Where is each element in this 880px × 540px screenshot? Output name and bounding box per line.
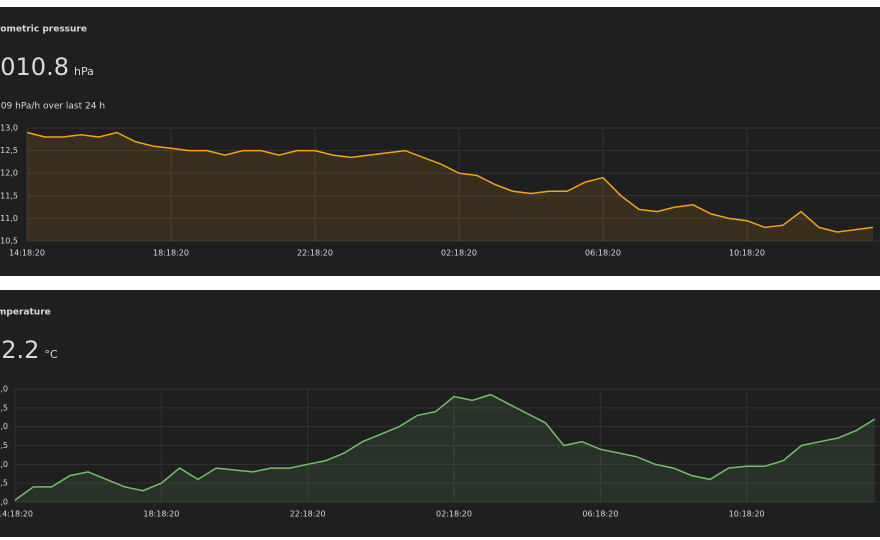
unit: hPa — [74, 65, 94, 78]
x-tick-label: 06:18:20 — [582, 510, 618, 519]
x-tick-label: 02:18:20 — [441, 249, 477, 258]
y-tick-label: 1013,0 — [0, 124, 18, 133]
y-tick-label: 1012,5 — [0, 146, 18, 155]
line — [14, 393, 876, 501]
x-tick-label: 14:18:20 — [9, 249, 45, 258]
area — [15, 394, 875, 502]
y-tick-label: 20,5 — [0, 479, 8, 488]
line — [26, 131, 874, 233]
current-value: 1010.8 — [0, 53, 69, 81]
x-tick-label: 22:18:20 — [290, 510, 326, 519]
x-tick-label: 06:18:20 — [585, 249, 621, 258]
current-value: 22.2 — [0, 336, 39, 364]
y-tick-label: 22,5 — [0, 403, 8, 412]
y-tick-label: 23,0 — [0, 385, 8, 394]
y-tick-label: 20,0 — [0, 498, 8, 507]
panel-title: Temperature — [0, 308, 51, 318]
x-tick-label: 18:18:20 — [143, 510, 179, 519]
y-tick-label: 1011,5 — [0, 191, 18, 200]
subtitle: -0.09 hPa/h over last 24 h — [0, 102, 105, 112]
y-tick-label: 1012,0 — [0, 169, 18, 178]
x-tick-label: 22:18:20 — [297, 249, 333, 258]
panel — [0, 290, 880, 537]
x-tick-label: 18:18:20 — [153, 249, 189, 258]
area — [27, 132, 873, 241]
x-tick-label: 10:18:20 — [729, 510, 765, 519]
y-tick-label: 21,5 — [0, 441, 8, 450]
panel — [0, 7, 880, 276]
y-tick-label: 1010,5 — [0, 237, 18, 246]
panel-title: Barometric pressure — [0, 25, 87, 35]
x-tick-label: 10:18:20 — [729, 249, 765, 258]
unit: °C — [44, 348, 58, 361]
x-tick-label: 14:18:20 — [0, 510, 33, 519]
y-tick-label: 1011,0 — [0, 214, 18, 223]
y-tick-label: 22,0 — [0, 422, 8, 431]
y-tick-label: 21,0 — [0, 460, 8, 469]
x-tick-label: 02:18:20 — [436, 510, 472, 519]
